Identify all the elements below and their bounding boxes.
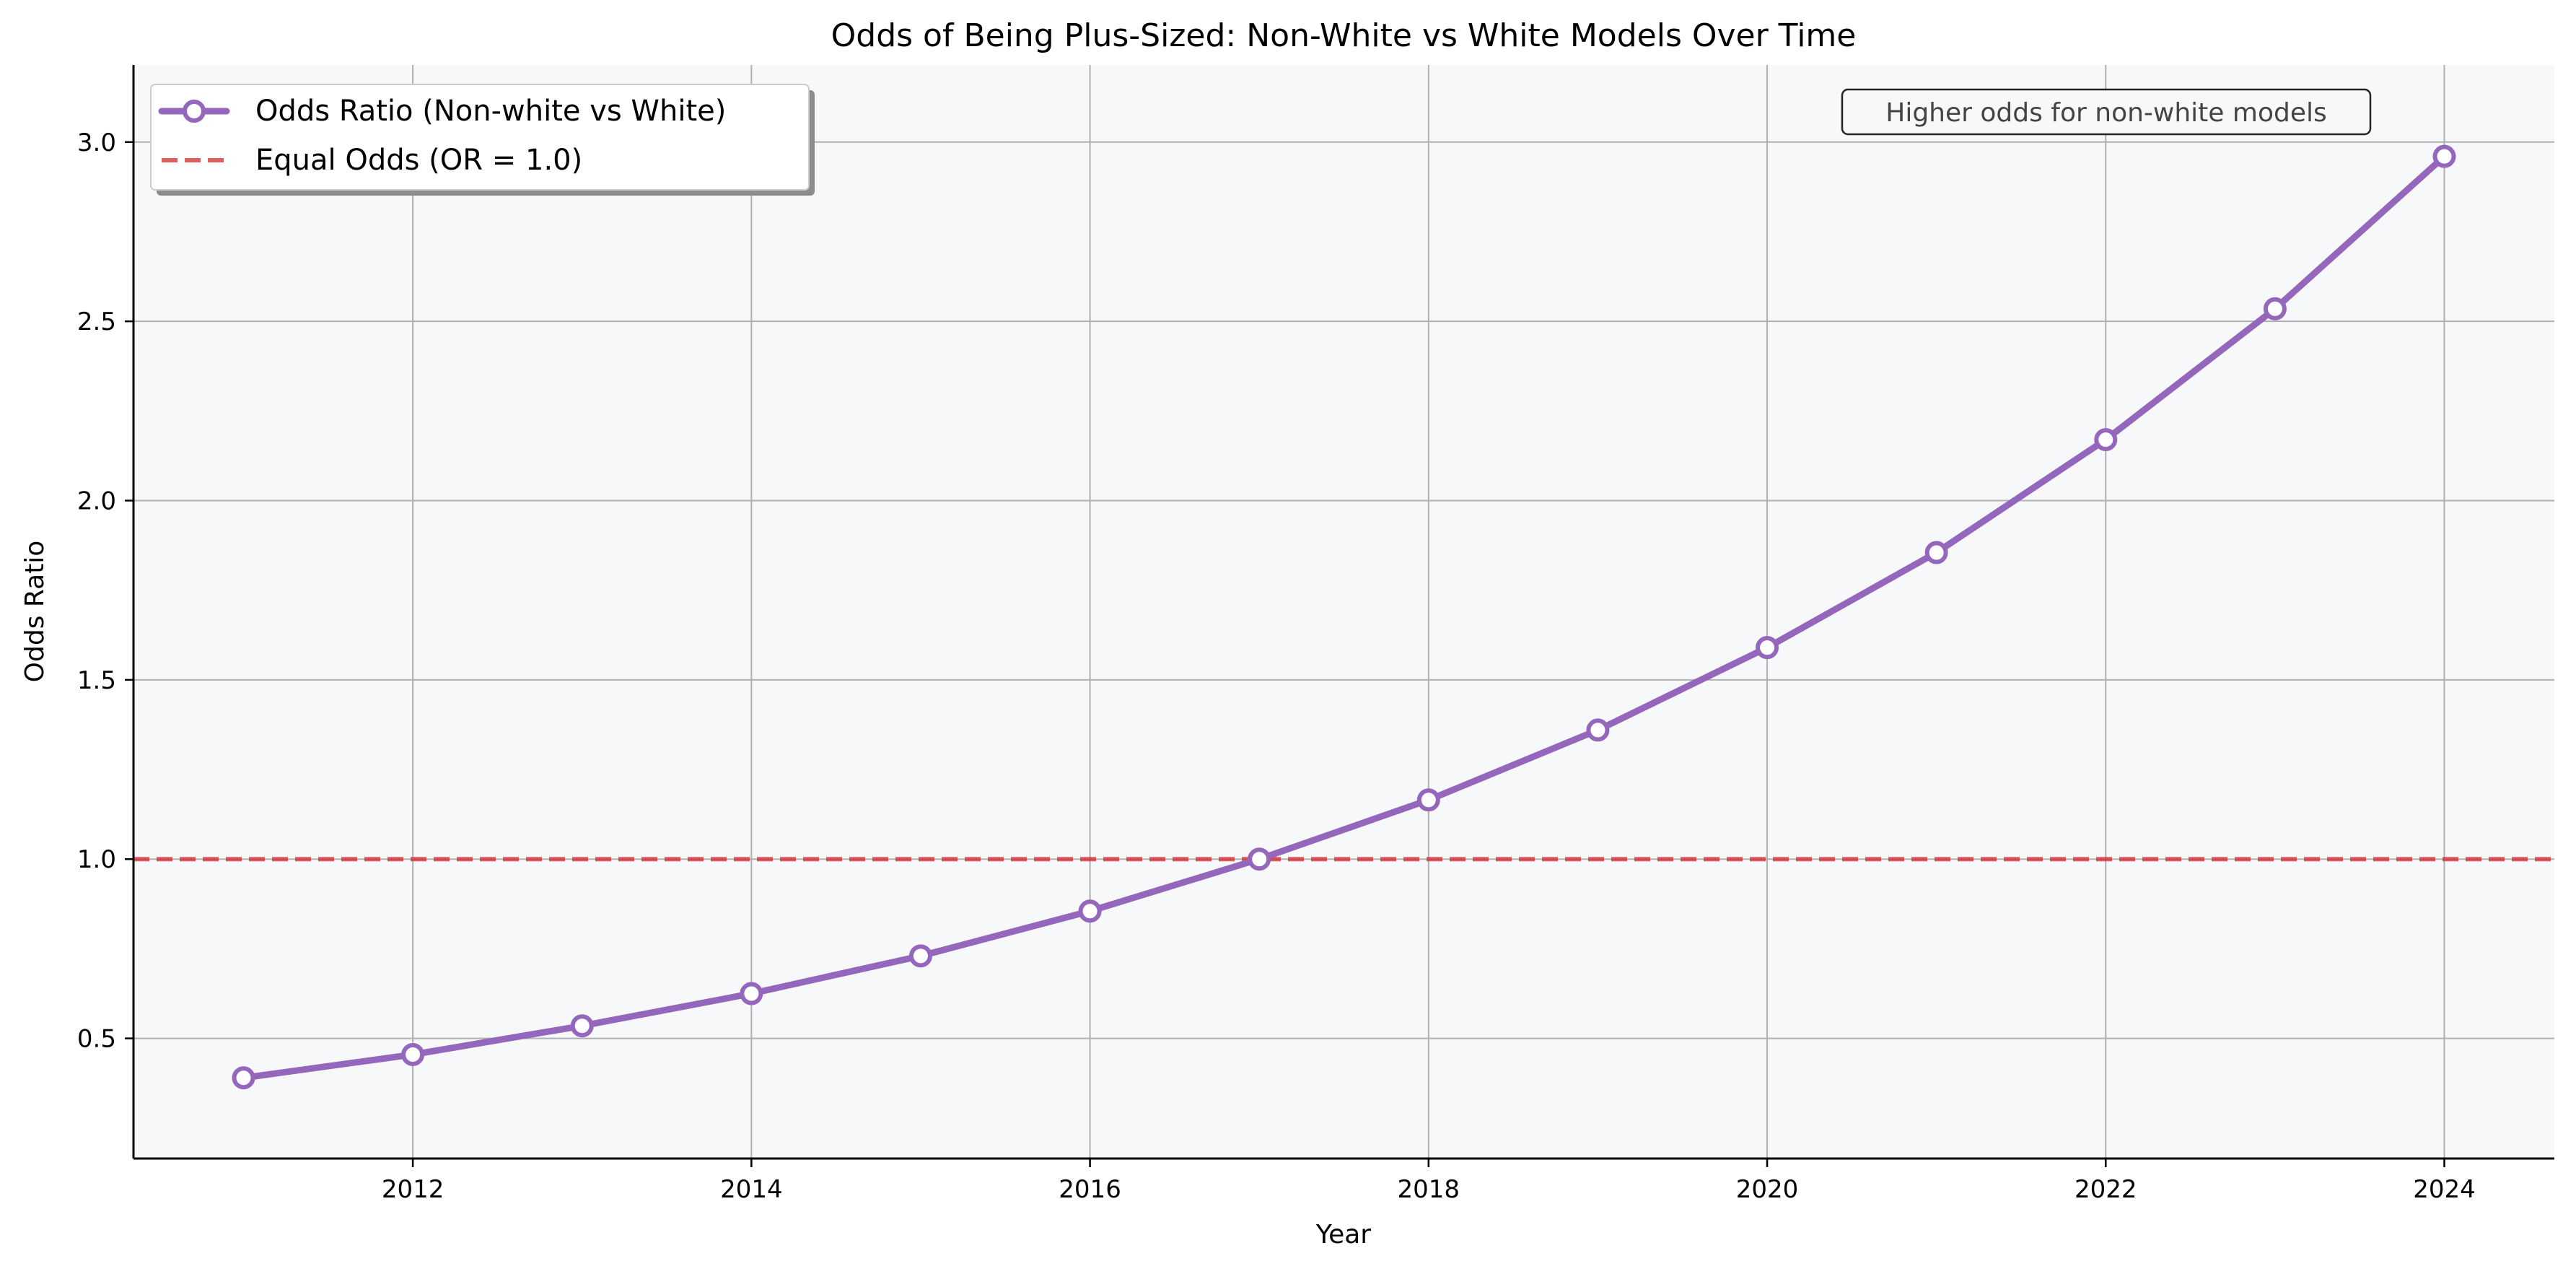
data-point — [2094, 428, 2118, 452]
annotation-box — [1841, 88, 2372, 136]
data-point — [740, 982, 763, 1005]
annotation: Higher odds for non-white models — [1841, 88, 2372, 136]
data-point — [1586, 718, 1610, 742]
x-tick-label: 2020 — [1736, 1175, 1799, 1204]
legend-series-marker — [183, 100, 206, 123]
data-point — [1416, 788, 1440, 812]
series-odds-ratio — [232, 144, 2456, 1090]
y-tick-label: 1.0 — [77, 845, 116, 874]
plot-area — [133, 65, 2554, 1159]
y-ticks: 0.5 1.0 1.5 2.0 2.5 3.0 — [77, 128, 133, 1054]
x-tick-label: 2014 — [720, 1175, 783, 1204]
y-tick-label: 1.5 — [77, 666, 116, 695]
data-point — [570, 1014, 594, 1038]
data-point — [232, 1066, 255, 1090]
x-tick-label: 2024 — [2413, 1175, 2476, 1204]
legend-label-equal-odds: Equal Odds (OR = 1.0) — [255, 144, 582, 177]
data-point — [1248, 847, 1271, 871]
y-tick-label: 3.0 — [77, 128, 116, 157]
x-tick-label: 2018 — [1398, 1175, 1460, 1204]
legend-label-odds-ratio: Odds Ratio (Non-white vs White) — [255, 95, 726, 128]
x-axis-label: Year — [1315, 1220, 1371, 1249]
y-tick-label: 2.0 — [77, 487, 116, 516]
x-tick-label: 2022 — [2075, 1175, 2137, 1204]
x-tick-label: 2016 — [1059, 1175, 1121, 1204]
legend: Odds Ratio (Non-white vs White) Equal Od… — [150, 84, 815, 196]
x-tick-label: 2012 — [382, 1175, 444, 1204]
data-point — [2432, 144, 2456, 168]
chart-title: Odds of Being Plus-Sized: Non-White vs W… — [831, 17, 1857, 54]
annotation-text: Higher odds for non-white models — [1885, 98, 2326, 128]
data-point — [1756, 636, 1779, 660]
legend-box — [150, 84, 810, 191]
data-point — [1924, 541, 1948, 564]
data-point — [401, 1042, 425, 1066]
data-point — [2263, 297, 2287, 320]
y-tick-label: 0.5 — [77, 1025, 116, 1054]
y-tick-label: 2.5 — [77, 307, 116, 336]
series-line — [240, 153, 2448, 1081]
data-point — [1078, 899, 1102, 923]
y-axis-label: Odds Ratio — [20, 541, 50, 683]
data-point — [908, 944, 932, 968]
x-ticks: 2012 2014 2016 2018 2020 2022 2024 — [382, 1159, 2476, 1204]
